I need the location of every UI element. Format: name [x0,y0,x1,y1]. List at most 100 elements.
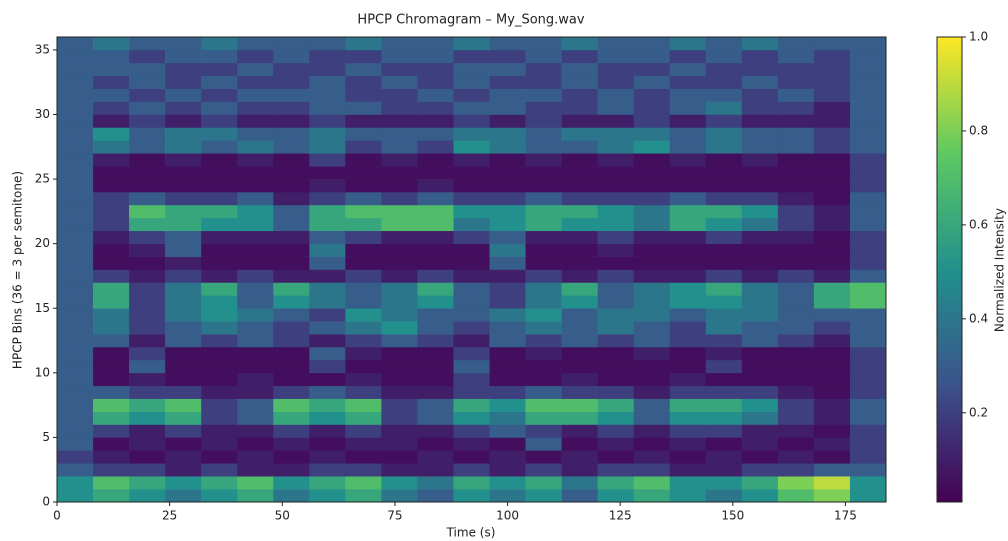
heatmap-cell [633,101,671,115]
heatmap-cell [849,437,887,451]
heatmap-cell [813,295,851,309]
heatmap-cell [561,321,598,335]
heatmap-cell [129,359,166,374]
heatmap-cell [57,308,94,322]
heatmap-cell [93,424,130,438]
heatmap-cell [309,88,346,102]
heatmap-cell [597,385,634,399]
heatmap-cell [777,411,815,425]
heatmap-cell [849,192,887,206]
heatmap-cell [273,127,310,141]
heatmap-cell [597,230,634,244]
heatmap-cell [309,166,346,180]
y-tick-label: 0 [42,495,50,509]
heatmap-cell [669,398,707,412]
y-tick-label: 30 [35,107,50,121]
heatmap-cell [93,75,130,89]
heatmap-cell [489,476,526,490]
heatmap-cell [633,269,671,283]
heatmap-cell [345,398,382,412]
heatmap-cell [525,127,562,141]
heatmap-cell [597,463,634,477]
heatmap-cell [669,463,707,477]
heatmap-cell [669,153,707,167]
heatmap-cell [201,243,238,257]
heatmap-cell [309,385,346,399]
heatmap-cell [345,295,382,309]
heatmap-cell [129,166,166,180]
heatmap-cell [165,114,202,128]
heatmap-cell [849,489,887,503]
heatmap-cell [597,308,634,322]
heatmap-cell [93,62,130,77]
heatmap-cell [489,37,526,51]
heatmap-cell [381,217,418,232]
heatmap-cell [849,424,887,438]
heatmap-cell [237,192,274,206]
heatmap-cell [777,37,815,51]
heatmap-cell [201,489,238,503]
heatmap-cell [849,230,887,244]
heatmap-cell [813,489,851,503]
heatmap-cell [57,88,94,102]
heatmap-cell [669,37,707,51]
heatmap-cell [201,101,238,115]
heatmap-cell [597,269,634,283]
heatmap-cell [669,282,707,296]
heatmap-cell [381,308,418,322]
heatmap-cell [525,101,562,115]
heatmap-cell [561,166,598,180]
heatmap-cell [165,476,202,490]
heatmap-cell [57,217,94,232]
heatmap-cell [561,75,598,89]
heatmap-cell [57,75,94,89]
heatmap-cell [165,101,202,115]
heatmap-cell [309,424,346,438]
heatmap-cell [453,243,490,257]
heatmap-cell [273,256,310,270]
heatmap-cell [633,463,671,477]
heatmap-cell [669,269,707,283]
heatmap-cell [777,127,815,141]
heatmap-cell [633,204,671,219]
heatmap-cell [165,295,202,309]
heatmap-cell [345,179,382,193]
heatmap-cell [273,140,310,154]
heatmap-cell [813,308,851,322]
heatmap-cell [129,140,166,154]
heatmap-cell [705,411,743,425]
heatmap-cell [417,308,454,322]
heatmap-cell [633,295,671,309]
heatmap-cell [777,230,815,244]
heatmap-cell [669,114,707,128]
heatmap-cell [633,49,671,64]
heatmap-cell [273,321,310,335]
heatmap-cell [57,295,94,309]
heatmap-cell [165,450,202,464]
heatmap-cell [705,127,743,141]
heatmap-cell [381,166,418,180]
heatmap-cell [237,204,274,219]
heatmap-cell [309,230,346,244]
heatmap-cell [93,88,130,102]
heatmap-cell [237,62,274,77]
heatmap-cell [777,166,815,180]
heatmap-cell [705,256,743,270]
heatmap-cell [849,88,887,102]
heatmap-cell [633,437,671,451]
heatmap-cell [669,385,707,399]
heatmap-cell [201,398,238,412]
colorbar-tick-label: 0.6 [969,217,988,231]
heatmap-cell [849,256,887,270]
heatmap-cell [453,269,490,283]
heatmap-cell [93,321,130,335]
heatmap-cell [381,114,418,128]
heatmap-cell [561,114,598,128]
heatmap-cell [165,372,202,387]
heatmap-cell [273,372,310,387]
heatmap-cell [165,489,202,503]
heatmap-cell [273,450,310,464]
heatmap-cell [345,75,382,89]
heatmap-cell [705,295,743,309]
x-tick-label: 50 [275,509,290,523]
